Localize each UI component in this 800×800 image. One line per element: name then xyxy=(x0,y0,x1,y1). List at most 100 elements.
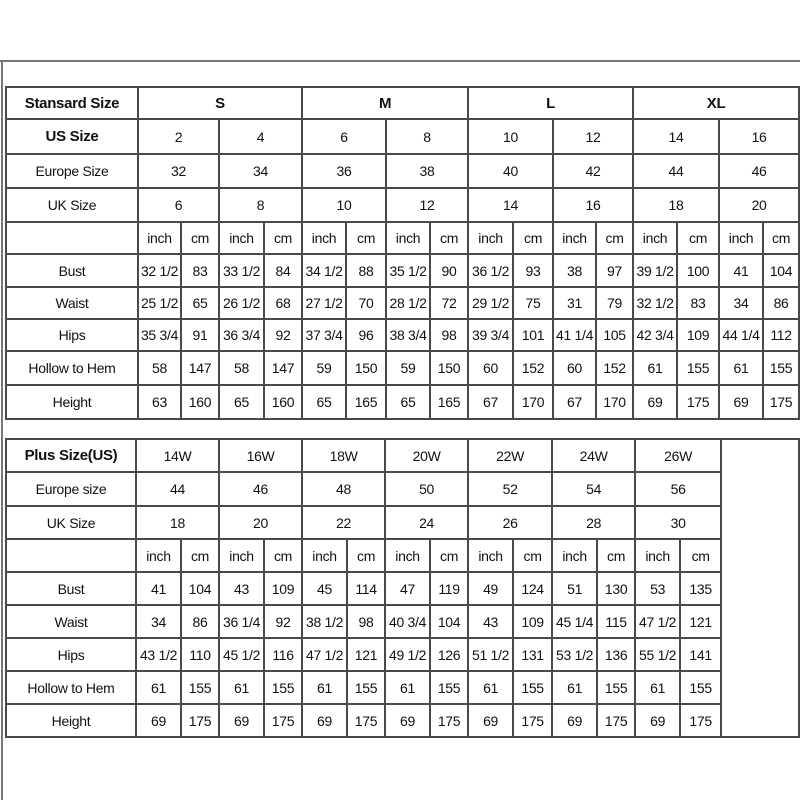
plus-europe-size-value: 46 xyxy=(218,471,304,507)
measurement-label: Hips xyxy=(5,318,139,352)
uk-size-value: 14 xyxy=(467,187,555,223)
measurement-value: 86 xyxy=(179,604,221,639)
unit-inch: inch xyxy=(301,221,348,255)
uk-size-value: 20 xyxy=(718,187,800,223)
measurement-value: 155 xyxy=(429,670,470,705)
measurement-value: 61 xyxy=(632,350,679,386)
measurement-value: 70 xyxy=(345,286,388,320)
measurement-value: 39 3/4 xyxy=(467,318,515,352)
plus-uk-size-value: 22 xyxy=(301,505,387,540)
europe-size-value: 38 xyxy=(385,153,470,189)
unit-cm: cm xyxy=(345,221,388,255)
measurement-value: 45 1/4 xyxy=(551,604,599,639)
measurement-value: 115 xyxy=(596,604,637,639)
measurement-value: 41 1/4 xyxy=(552,318,598,352)
measurement-value: 26 1/2 xyxy=(218,286,265,320)
measurement-value: 155 xyxy=(346,670,387,705)
measurement-value: 121 xyxy=(679,604,723,639)
measurement-row-height: Height 63 160 65 160 65 165 65 165 67 170 67 170 69 17… xyxy=(5,384,800,420)
uk-size-value: 10 xyxy=(301,187,388,223)
us-size-value: 12 xyxy=(552,118,635,155)
unit-cm: cm xyxy=(762,221,800,255)
measurement-value: 155 xyxy=(512,670,554,705)
plus-uk-size-value: 20 xyxy=(218,505,304,540)
measurement-value: 175 xyxy=(512,703,554,738)
measurement-value: 61 xyxy=(218,670,266,705)
plus-size-22w: 22W xyxy=(467,438,554,473)
europe-size-value: 42 xyxy=(552,153,635,189)
measurement-value: 175 xyxy=(179,703,221,738)
unit-inch: inch xyxy=(135,538,182,573)
size-group-l: L xyxy=(467,86,635,120)
measurement-value: 114 xyxy=(346,571,387,606)
measurement-value: 65 xyxy=(385,384,432,420)
us-size-row: US Size 2 4 6 8 10 12 14 16 xyxy=(5,118,800,155)
measurement-value: 104 xyxy=(429,604,470,639)
measurement-value: 69 xyxy=(551,703,599,738)
measurement-value: 37 3/4 xyxy=(301,318,348,352)
table-header-row: Stansard Size S M L XL xyxy=(5,86,800,120)
measurement-value: 147 xyxy=(180,350,220,386)
measurement-value: 35 3/4 xyxy=(137,318,182,352)
measurement-value: 155 xyxy=(762,350,800,386)
us-size-value: 6 xyxy=(301,118,388,155)
measurement-value: 150 xyxy=(429,350,470,386)
measurement-value: 88 xyxy=(345,253,388,288)
measurement-value: 131 xyxy=(512,637,554,672)
measurement-value: 130 xyxy=(596,571,637,606)
measurement-value: 109 xyxy=(512,604,554,639)
unit-inch: inch xyxy=(718,221,765,255)
unit-inch: inch xyxy=(467,538,515,573)
measurement-value: 33 1/2 xyxy=(218,253,265,288)
uk-size-row: UK Size 6 8 10 12 14 16 18 20 xyxy=(5,187,800,223)
measurement-value: 175 xyxy=(676,384,721,420)
measurement-row-bust: Bust 32 1/2 83 33 1/2 84 34 1/2 88 35 1/2 90 36 1… xyxy=(5,253,800,288)
measurement-value: 175 xyxy=(596,703,637,738)
plus-uk-size-value: 28 xyxy=(551,505,637,540)
measurement-value: 69 xyxy=(301,703,349,738)
plus-unit-label-empty xyxy=(5,538,137,573)
measurement-value: 61 xyxy=(551,670,599,705)
uk-size-value: 16 xyxy=(552,187,635,223)
plus-measurement-row-hollow-to-hem: Hollow to Hem 61 155 61 155 61 155 61 155 61 155 61… xyxy=(5,670,799,705)
uk-size-value: 18 xyxy=(632,187,721,223)
measurement-value: 27 1/2 xyxy=(301,286,348,320)
measurement-value: 96 xyxy=(345,318,388,352)
measurement-value: 175 xyxy=(762,384,800,420)
measurement-value: 83 xyxy=(180,253,220,288)
measurement-value: 65 xyxy=(218,384,265,420)
measurement-value: 147 xyxy=(262,350,304,386)
uk-size-label: UK Size xyxy=(5,187,139,223)
empty-cell xyxy=(720,438,800,738)
plus-size-14w: 14W xyxy=(134,438,221,473)
plus-size-16w: 16W xyxy=(218,438,304,473)
measurement-value: 36 1/4 xyxy=(218,604,266,639)
measurement-value: 83 xyxy=(676,286,721,320)
measurement-value: 65 xyxy=(180,286,220,320)
measurement-value: 152 xyxy=(595,350,635,386)
measurement-value: 45 1/2 xyxy=(218,637,266,672)
measurement-value: 41 xyxy=(718,253,765,288)
unit-cm: cm xyxy=(429,221,470,255)
measurement-value: 44 1/4 xyxy=(718,318,765,352)
plus-uk-size-row: UK Size 18 20 22 24 26 28 30 xyxy=(5,505,799,540)
plus-size-table: Plus Size(US) 14W 16W 18W 20W 22W 24W 26W Europe… xyxy=(5,438,800,738)
measurement-value: 34 xyxy=(135,604,182,639)
measurement-value: 150 xyxy=(345,350,388,386)
unit-inch: inch xyxy=(137,221,182,255)
measurement-value: 152 xyxy=(512,350,555,386)
measurement-value: 105 xyxy=(595,318,635,352)
measurement-label: Hollow to Hem xyxy=(5,350,139,386)
measurement-value: 109 xyxy=(676,318,721,352)
measurement-value: 170 xyxy=(512,384,555,420)
europe-size-value: 32 xyxy=(137,153,220,189)
measurement-value: 92 xyxy=(262,318,304,352)
measurement-value: 29 1/2 xyxy=(467,286,515,320)
measurement-value: 69 xyxy=(384,703,432,738)
plus-size-26w: 26W xyxy=(634,438,723,473)
measurement-value: 61 xyxy=(384,670,432,705)
measurement-value: 47 1/2 xyxy=(301,637,349,672)
plus-header-label: Plus Size(US) xyxy=(5,438,137,473)
measurement-value: 165 xyxy=(429,384,470,420)
measurement-value: 38 xyxy=(552,253,598,288)
